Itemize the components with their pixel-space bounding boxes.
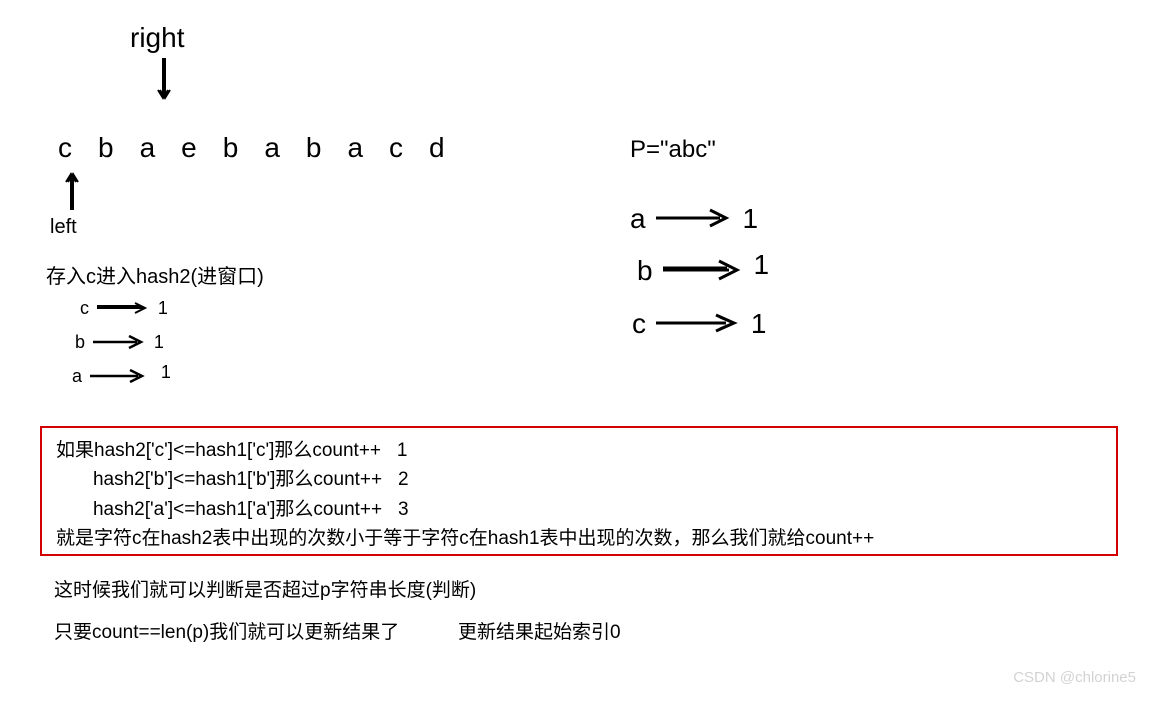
arrow-icon — [650, 206, 738, 230]
hash1-row-2: c 1 — [632, 308, 766, 340]
char-4: b — [223, 132, 265, 163]
red-line-1: hash2['b']<=hash1['b']那么count++ 2 — [56, 465, 1102, 494]
hash2-key-2: a — [72, 366, 82, 386]
char-0: c — [58, 132, 98, 163]
red-line-0: 如果hash2['c']<=hash1['c']那么count++ 1 — [56, 436, 1102, 465]
after-line-2a: 只要count==len(p)我们就可以更新结果了 — [54, 618, 399, 647]
hash1-val-1: 1 — [753, 249, 769, 280]
hash2-val-0: 1 — [158, 298, 168, 318]
arrow-icon — [93, 300, 153, 316]
char-3: e — [181, 132, 223, 163]
hash2-row-2: a 1 — [72, 366, 167, 387]
hash2-row-0: c 1 — [80, 298, 168, 319]
hash2-val-2: 1 — [161, 362, 171, 382]
red-box: 如果hash2['c']<=hash1['c']那么count++ 1 hash… — [40, 426, 1118, 556]
arrow-icon — [657, 257, 749, 283]
hash2-key-0: c — [80, 298, 89, 318]
char-row: cbaebabacd — [58, 132, 471, 164]
char-2: a — [140, 132, 182, 163]
label-right: right — [130, 22, 184, 54]
after-line-1: 这时候我们就可以判断是否超过p字符串长度(判断) — [54, 576, 476, 605]
label-left: left — [50, 216, 77, 239]
char-7: a — [347, 132, 389, 163]
hash1-key-2: c — [632, 308, 646, 339]
hash2-val-1: 1 — [154, 332, 164, 352]
hash1-row-1: b 1 — [637, 255, 769, 287]
hash1-val-0: 1 — [742, 203, 758, 234]
arrow-icon — [650, 311, 746, 335]
red-line-2: hash2['a']<=hash1['a']那么count++ 3 — [56, 495, 1102, 524]
char-5: a — [264, 132, 306, 163]
char-1: b — [98, 132, 140, 163]
char-6: b — [306, 132, 348, 163]
watermark: CSDN @chlorine5 — [1013, 669, 1136, 686]
label-hash2-caption: 存入c进入hash2(进窗口) — [46, 260, 264, 289]
diagram-canvas: right cbaebabacd P="abc" left 存入c进入hash2… — [0, 0, 1158, 702]
char-8: c — [389, 132, 429, 163]
char-9: d — [429, 132, 471, 163]
after-line-2b: 更新结果起始索引0 — [458, 618, 621, 647]
hash1-key-1: b — [637, 255, 653, 286]
arrow-left-up — [58, 170, 88, 212]
hash1-key-0: a — [630, 203, 646, 234]
arrow-icon — [89, 333, 149, 351]
hash1-row-0: a 1 — [630, 203, 758, 235]
hash2-key-1: b — [75, 332, 85, 352]
label-p: P="abc" — [630, 136, 716, 164]
hash1-val-2: 1 — [751, 308, 767, 339]
red-line-3: 就是字符c在hash2表中出现的次数小于等于字符c在hash1表中出现的次数，那… — [56, 524, 1102, 553]
hash2-row-1: b 1 — [75, 332, 164, 353]
arrow-icon — [86, 367, 152, 385]
arrow-right-down — [150, 56, 180, 104]
